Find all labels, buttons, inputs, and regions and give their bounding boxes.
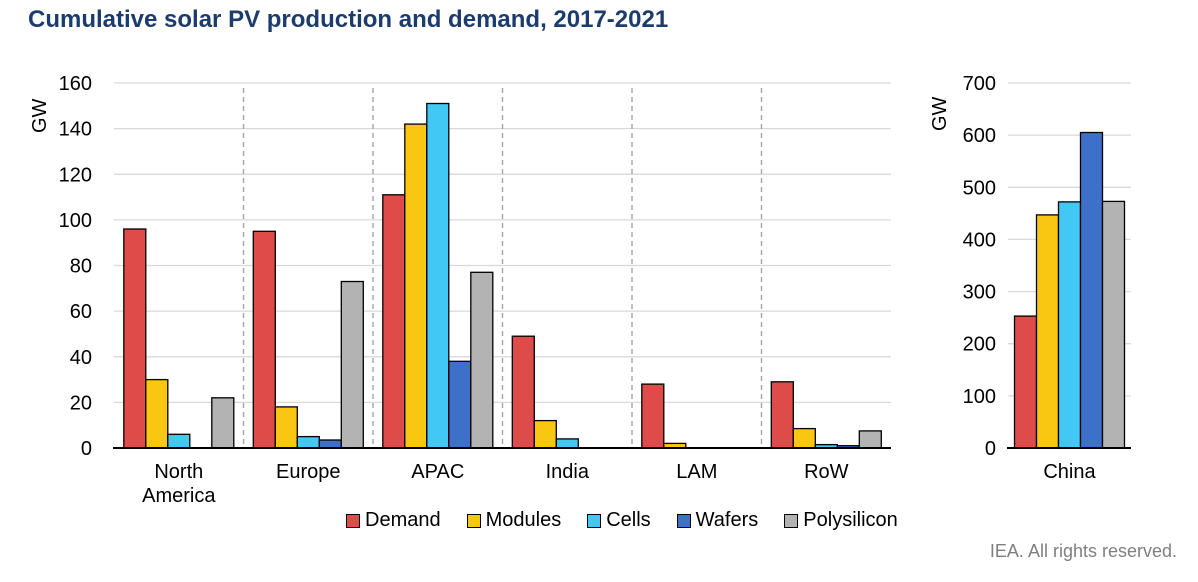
ytick-label: 0: [985, 438, 996, 460]
bar-polysilicon-apac: [470, 271, 494, 449]
bar-polysilicon-north-america: [211, 397, 235, 449]
category-label: RoW: [804, 461, 849, 483]
legend-swatch-demand: [346, 513, 360, 528]
category-label: APAC: [411, 461, 464, 483]
legend-label: Modules: [485, 509, 562, 531]
chart-title: Cumulative solar PV production and deman…: [28, 6, 669, 33]
chart-legend: Demand Modules Cells Wafers Polysilicon: [346, 509, 898, 532]
category-label: LAM: [676, 461, 717, 483]
ytick-label: 20: [70, 392, 92, 414]
bar-polysilicon-europe: [340, 280, 364, 449]
bar-cells-apac: [426, 102, 450, 449]
ytick-label: 100: [59, 210, 92, 232]
legend-item-modules: Modules: [466, 509, 562, 532]
bar-wafers-china: [1079, 131, 1104, 449]
bar-modules-india: [533, 419, 557, 449]
bar-wafers-europe: [318, 439, 342, 449]
ytick-label: 600: [963, 125, 996, 147]
bar-modules-china: [1035, 214, 1060, 449]
bar-cells-india: [555, 438, 579, 449]
ytick-label: 200: [963, 334, 996, 356]
category-label: Europe: [276, 461, 341, 483]
legend-swatch-polysilicon: [784, 513, 799, 528]
bar-demand-europe: [252, 230, 276, 449]
y-axis-unit-label: GW: [929, 96, 951, 131]
ytick-label: 100: [963, 386, 996, 408]
bar-modules-europe: [274, 406, 298, 449]
legend-item-wafers: Wafers: [676, 509, 759, 532]
category-label: India: [546, 461, 590, 483]
ytick-label: 300: [963, 282, 996, 304]
bar-demand-china: [1013, 315, 1038, 449]
bar-demand-lam: [641, 383, 665, 449]
bar-polysilicon-china: [1101, 200, 1126, 449]
legend-label: Demand: [365, 509, 441, 531]
legend-label: Wafers: [695, 509, 759, 531]
legend-label: Polysilicon: [803, 509, 898, 531]
ytick-label: 140: [59, 119, 92, 141]
bar-demand-apac: [382, 194, 406, 449]
ytick-label: 40: [70, 347, 92, 369]
ytick-label: 0: [81, 438, 92, 460]
legend-item-polysilicon: Polysilicon: [784, 509, 898, 532]
bar-wafers-apac: [448, 360, 472, 449]
china-chart: China 0 100 200 300 400 500 600 700 GW: [929, 73, 1131, 483]
bar-cells-north-america: [167, 433, 191, 449]
legend-label: Cells: [606, 509, 651, 531]
bar-modules-row: [792, 427, 816, 449]
bar-modules-apac: [404, 123, 428, 449]
ytick-label: 80: [70, 256, 92, 278]
category-label: China: [1043, 461, 1096, 483]
legend-swatch-cells: [587, 513, 602, 528]
bar-cells-china: [1057, 201, 1082, 449]
bar-demand-north-america: [123, 228, 147, 449]
y-axis-unit-label: GW: [29, 98, 51, 133]
legend-swatch-modules: [466, 513, 481, 528]
bar-demand-india: [511, 335, 535, 449]
ytick-label: 120: [59, 164, 92, 186]
ytick-label: 700: [963, 73, 996, 95]
bar-polysilicon-row: [858, 430, 882, 449]
copyright-note: IEA. All rights reserved.: [989, 541, 1177, 561]
bar-modules-north-america: [145, 378, 169, 449]
ytick-label: 160: [59, 73, 92, 95]
bar-demand-row: [770, 381, 794, 449]
ytick-label: 60: [70, 301, 92, 323]
ytick-label: 400: [963, 229, 996, 251]
legend-swatch-wafers: [676, 513, 691, 528]
legend-item-demand: Demand: [346, 509, 441, 532]
category-label: America: [142, 485, 216, 507]
ytick-label: 500: [963, 177, 996, 199]
category-label: North: [154, 461, 203, 483]
legend-item-cells: Cells: [587, 509, 651, 532]
bar-cells-europe: [296, 435, 320, 449]
